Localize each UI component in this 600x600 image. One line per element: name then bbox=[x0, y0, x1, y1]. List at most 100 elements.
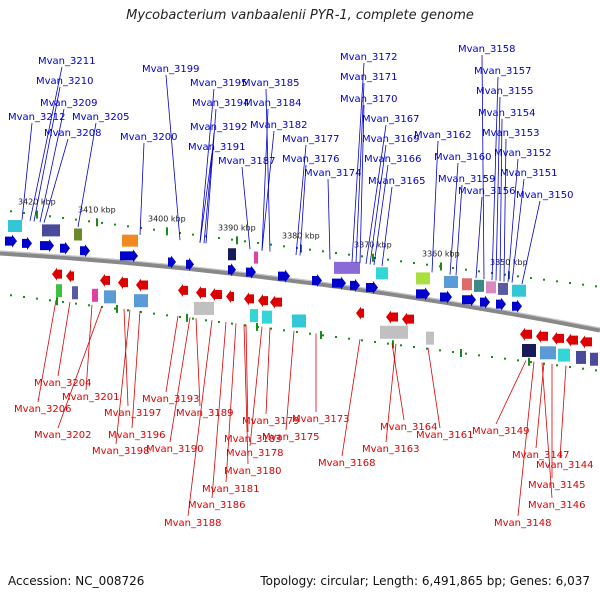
forward-gene-arrow bbox=[22, 236, 32, 250]
annotation-block bbox=[334, 261, 360, 274]
tick-dot bbox=[270, 327, 272, 330]
tick-dot bbox=[517, 359, 519, 362]
reverse-gene-label: Mvan_3198 bbox=[92, 446, 149, 457]
tick-dot bbox=[244, 324, 246, 327]
reverse-gene-arrow bbox=[244, 292, 254, 306]
forward-gene-label: Mvan_3150 bbox=[516, 190, 573, 201]
reverse-gene-label: Mvan_3189 bbox=[176, 408, 233, 419]
tick-dot bbox=[257, 241, 259, 244]
annotation-block bbox=[512, 284, 526, 297]
forward-gene-label: Mvan_3192 bbox=[190, 122, 247, 133]
reverse-gene-label: Mvan_3202 bbox=[34, 430, 91, 441]
major-tick bbox=[508, 271, 510, 280]
major-tick bbox=[300, 244, 302, 253]
annotation-block bbox=[474, 279, 484, 292]
leader-line bbox=[131, 310, 141, 429]
tick-dot bbox=[387, 342, 389, 345]
annotation-block bbox=[262, 310, 272, 324]
tick-dot bbox=[153, 228, 155, 231]
leader-line bbox=[211, 321, 227, 499]
forward-gene-label: Mvan_3160 bbox=[434, 152, 491, 163]
tick-dot bbox=[62, 300, 64, 303]
tick-dot bbox=[335, 251, 337, 254]
reverse-gene-arrow bbox=[536, 329, 548, 343]
leader-line bbox=[187, 320, 213, 517]
forward-gene-label: Mvan_3153 bbox=[482, 128, 539, 139]
tick-dot bbox=[88, 304, 90, 307]
leader-line bbox=[77, 122, 97, 228]
forward-gene-label: Mvan_3211 bbox=[38, 56, 95, 67]
reverse-gene-arrow bbox=[552, 331, 564, 345]
backbone-highlight bbox=[0, 250, 600, 329]
tick-dot bbox=[595, 285, 597, 288]
tick-dot bbox=[10, 294, 12, 297]
forward-gene-label: Mvan_3172 bbox=[340, 52, 397, 63]
forward-gene-label: Mvan_3205 bbox=[72, 112, 129, 123]
major-tick bbox=[96, 218, 98, 227]
genome-summary-text: Topology: circular; Length: 6,491,865 bp… bbox=[260, 574, 590, 588]
forward-gene-arrow bbox=[246, 265, 256, 279]
gene-features bbox=[5, 220, 598, 366]
leader-line bbox=[39, 108, 65, 223]
tick-dot bbox=[127, 225, 129, 228]
leader-line bbox=[341, 339, 361, 457]
forward-gene-label: Mvan_3162 bbox=[414, 130, 471, 141]
gene-labels: Mvan_3211 Mvan_3210 Mvan_3209 Mvan_3212 Mvan… bbox=[8, 44, 593, 529]
forward-gene-label: Mvan_3157 bbox=[474, 66, 531, 77]
leader-line bbox=[495, 360, 527, 425]
annotation-block bbox=[134, 294, 148, 308]
tick-dot bbox=[140, 310, 142, 313]
tick-dot bbox=[114, 307, 116, 310]
tick-dot bbox=[348, 337, 350, 340]
leader-line bbox=[265, 327, 271, 415]
tick-dot bbox=[348, 253, 350, 256]
annotation-block bbox=[228, 248, 236, 261]
reverse-gene-arrow bbox=[566, 333, 578, 347]
annotation-block bbox=[250, 309, 258, 323]
forward-gene-arrow bbox=[278, 269, 290, 283]
annotation-block bbox=[254, 251, 258, 264]
annotation-block bbox=[498, 282, 508, 295]
tick-dot bbox=[75, 218, 77, 221]
forward-gene-label: Mvan_3187 bbox=[218, 156, 275, 167]
forward-gene-label: Mvan_3159 bbox=[438, 174, 495, 185]
tick-dot bbox=[309, 248, 311, 251]
forward-gene-label: Mvan_3210 bbox=[36, 76, 93, 87]
reverse-gene-label: Mvan_3183 bbox=[224, 434, 281, 445]
tick-dot bbox=[556, 364, 558, 367]
tick-dot bbox=[374, 340, 376, 343]
major-tick bbox=[116, 304, 118, 313]
tick-dot bbox=[36, 297, 38, 300]
major-tick bbox=[256, 322, 258, 331]
leader-line bbox=[115, 309, 131, 445]
kbp-tick-label: 3350 kbp bbox=[490, 258, 528, 267]
reverse-gene-arrow bbox=[520, 327, 532, 341]
tick-dot bbox=[153, 312, 155, 315]
leader-line bbox=[245, 324, 249, 433]
leader-line bbox=[205, 108, 217, 244]
forward-gene-label: Mvan_3166 bbox=[364, 154, 421, 165]
forward-gene-arrow bbox=[168, 255, 176, 269]
leader-line bbox=[359, 104, 365, 264]
reverse-gene-arrow bbox=[178, 283, 188, 297]
annotation-block bbox=[590, 352, 598, 366]
reverse-gene-label: Mvan_3147 bbox=[512, 450, 569, 461]
tick-dot bbox=[49, 299, 51, 302]
leader-line bbox=[391, 343, 405, 421]
leader-line bbox=[195, 318, 201, 407]
tick-dot bbox=[23, 295, 25, 298]
major-tick bbox=[236, 236, 238, 245]
forward-gene-arrow bbox=[366, 280, 378, 294]
leader-line bbox=[37, 300, 57, 403]
forward-gene-arrow bbox=[312, 274, 322, 288]
tick-dot bbox=[231, 322, 233, 325]
forward-gene-arrow bbox=[120, 249, 138, 263]
leader-line bbox=[169, 317, 191, 443]
tick-dot bbox=[361, 339, 363, 342]
annotation-block bbox=[92, 288, 98, 302]
annotation-block bbox=[522, 343, 536, 357]
tick-dot bbox=[439, 349, 441, 352]
tick-dot bbox=[192, 317, 194, 320]
tick-dot bbox=[62, 216, 64, 219]
